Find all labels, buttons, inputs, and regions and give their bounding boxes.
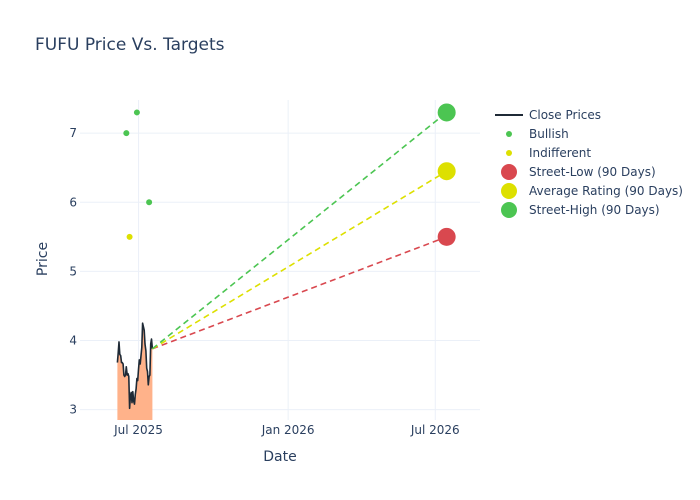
legend-street-high-swatch [501,202,517,218]
target-marker [437,227,456,246]
chart-title: FUFU Price Vs. Targets [35,35,225,55]
target-line [152,236,447,350]
legend-close-prices-label: Close Prices [529,108,601,122]
target-lines [151,103,456,350]
legend-indifferent-swatch [506,150,512,156]
rating-points [123,109,153,240]
target-line [151,111,448,350]
legend: Close Prices Bullish Indifferent Street-… [495,108,683,218]
y-tick-label: 7 [69,126,77,140]
close-price-line [116,322,154,410]
legend-indifferent-label: Indifferent [529,146,591,160]
rating-point [126,233,133,240]
x-tick-label: Jul 2026 [410,423,460,437]
target-marker [437,162,456,181]
close-price-area [117,323,153,420]
y-tick-label: 4 [69,334,77,348]
legend-street-high-label: Street-High (90 Days) [529,203,660,217]
target-line [151,170,448,350]
legend-street-low-label: Street-Low (90 Days) [529,165,656,179]
legend-average-rating-label: Average Rating (90 Days) [529,184,683,198]
legend-average-rating-swatch [501,183,517,199]
close-price-fill [117,323,153,420]
y-axis-ticks: 3 4 5 6 7 [69,126,77,416]
x-tick-label: Jan 2026 [261,423,315,437]
y-tick-label: 3 [69,403,77,417]
y-axis-title: Price [35,242,51,276]
x-axis-title: Date [263,449,296,465]
x-axis-ticks: Jul 2025 Jan 2026 Jul 2026 [113,423,460,437]
y-tick-label: 5 [69,264,77,278]
y-tick-label: 6 [69,195,77,209]
close-price-line-group [116,322,154,410]
x-tick-label: Jul 2025 [113,423,163,437]
rating-point [133,109,140,116]
legend-bullish-swatch [506,131,512,137]
target-marker [437,103,456,122]
rating-point [123,130,130,137]
legend-bullish-label: Bullish [529,127,569,141]
legend-street-low-swatch [501,164,517,180]
rating-point [146,199,153,206]
